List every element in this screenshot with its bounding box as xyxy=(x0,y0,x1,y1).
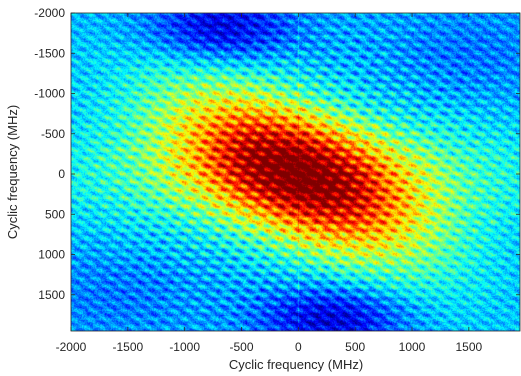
x-axis-label: Cyclic frequency (MHz) xyxy=(229,357,363,372)
x-tick-label: 500 xyxy=(345,340,365,354)
x-tick-label: -1000 xyxy=(169,340,200,354)
y-tick-label: -2000 xyxy=(34,6,65,20)
heatmap-image xyxy=(71,13,520,331)
y-tick-label: -1000 xyxy=(34,87,65,101)
y-tick-label: -500 xyxy=(41,127,65,141)
plot-frame xyxy=(70,12,521,332)
x-tick-label: 1000 xyxy=(399,340,426,354)
x-tick-label: 1500 xyxy=(455,340,482,354)
y-tick-label: 500 xyxy=(45,207,65,221)
y-axis-ticks: -2000 -1500 -1000 -500 0 500 1000 1500 xyxy=(34,6,520,302)
y-tick-label: 0 xyxy=(58,167,65,181)
x-axis-ticks: -2000 -1500 -1000 -500 0 500 1000 1500 xyxy=(56,13,483,354)
plot-area xyxy=(70,12,521,332)
x-tick-label: -1500 xyxy=(112,340,143,354)
x-tick-label: -2000 xyxy=(56,340,87,354)
x-tick-label: -500 xyxy=(229,340,253,354)
y-axis-label: Cyclic frequency (MHz) xyxy=(5,105,20,239)
y-tick-label: 1000 xyxy=(38,248,65,262)
x-tick-label: 0 xyxy=(295,340,302,354)
y-tick-label: -1500 xyxy=(34,46,65,60)
y-tick-label: 1500 xyxy=(38,288,65,302)
